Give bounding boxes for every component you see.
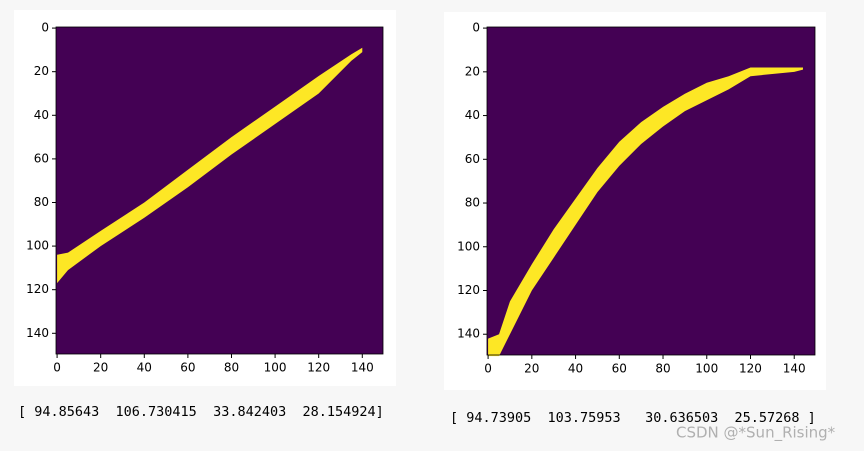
y-tick-label: 100 <box>26 239 49 253</box>
x-tick-label: 60 <box>180 361 195 375</box>
x-tick-label: 20 <box>524 362 539 376</box>
y-tick-label: 60 <box>465 152 480 166</box>
x-tick-label: 100 <box>695 362 718 376</box>
axes-frame <box>55 26 384 355</box>
axes-frame <box>486 26 816 356</box>
x-tick-label: 40 <box>568 362 583 376</box>
y-tick-label: 20 <box>34 64 49 78</box>
x-tick-label: 140 <box>783 362 806 376</box>
x-tick-label: 80 <box>655 362 670 376</box>
x-tick-label: 60 <box>612 362 627 376</box>
x-tick-label: 120 <box>307 361 330 375</box>
y-tick-label: 120 <box>26 282 49 296</box>
y-tick-label: 40 <box>34 108 49 122</box>
x-tick-label: 80 <box>224 361 239 375</box>
y-tick-label: 120 <box>457 283 480 297</box>
x-tick-label: 0 <box>53 361 61 375</box>
output-text: [ 94.73905 103.75953 30.636503 25.57268 … <box>450 410 816 426</box>
y-tick-label: 80 <box>465 196 480 210</box>
x-tick-label: 40 <box>137 361 152 375</box>
y-tick-label: 140 <box>457 327 480 341</box>
mask-band <box>488 67 803 357</box>
x-tick-label: 120 <box>739 362 762 376</box>
mask-band <box>57 47 363 284</box>
y-tick-label: 40 <box>465 108 480 122</box>
y-tick-label: 80 <box>34 195 49 209</box>
watermark: CSDN @*Sun_Rising* <box>676 424 836 443</box>
y-tick-label: 100 <box>457 239 480 253</box>
output-text: [ 94.85643 106.730415 33.842403 28.15492… <box>18 404 384 420</box>
y-tick-label: 0 <box>41 21 49 35</box>
x-tick-label: 20 <box>93 361 108 375</box>
image-background <box>487 27 815 355</box>
x-tick-label: 100 <box>264 361 287 375</box>
y-tick-label: 60 <box>34 151 49 165</box>
y-tick-label: 0 <box>472 21 480 35</box>
x-tick-label: 0 <box>484 362 492 376</box>
y-tick-label: 20 <box>465 64 480 78</box>
x-tick-label: 140 <box>351 361 374 375</box>
y-tick-label: 140 <box>26 326 49 340</box>
